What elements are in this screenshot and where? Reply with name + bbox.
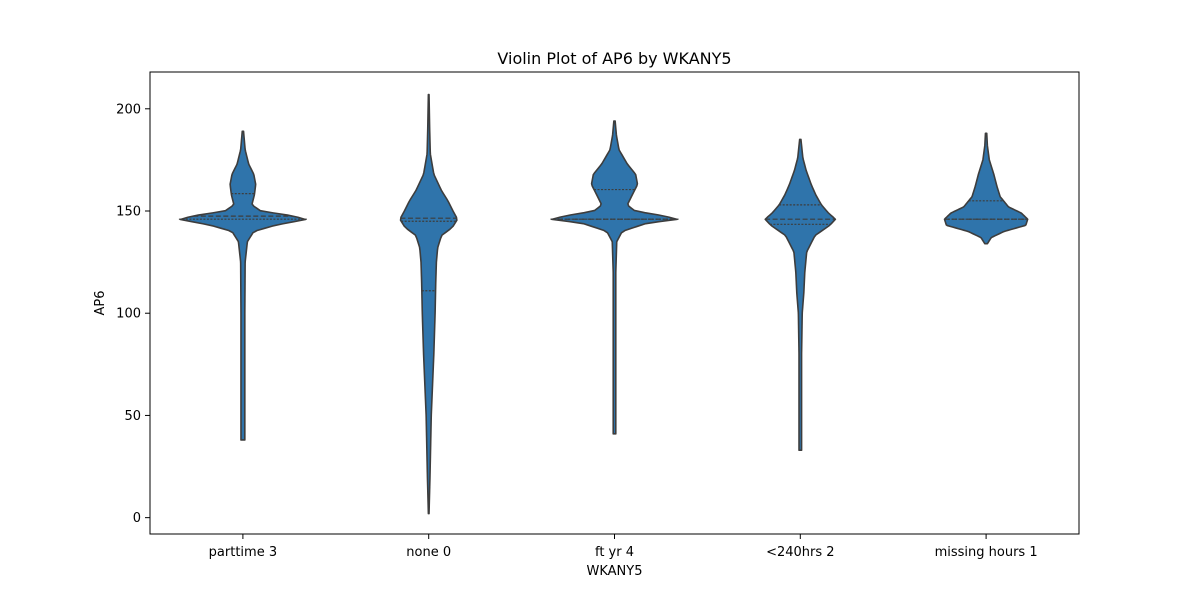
y-tick-label: 150 <box>116 205 141 220</box>
violin-body <box>551 120 678 435</box>
violin-body <box>179 130 307 441</box>
violin-body <box>943 132 1029 245</box>
violin-body <box>764 138 837 451</box>
x-tick-label: parttime 3 <box>209 545 277 560</box>
y-axis: 0 50 100 150 200 <box>116 102 150 526</box>
violin-body <box>399 93 458 515</box>
y-tick-label: 0 <box>133 511 141 526</box>
y-tick-label: 100 <box>116 307 141 322</box>
chart-title: Violin Plot of AP6 by WKANY5 <box>497 49 731 68</box>
x-tick-label: none 0 <box>406 545 451 560</box>
y-tick-label: 50 <box>124 409 141 424</box>
x-tick-label: <240hrs 2 <box>766 545 834 560</box>
x-tick-label: ft yr 4 <box>595 545 634 560</box>
x-tick-label: missing hours 1 <box>935 545 1038 560</box>
y-axis-label: AP6 <box>93 290 108 315</box>
x-axis-label: WKANY5 <box>587 564 643 579</box>
x-axis: parttime 3 none 0 ft yr 4 <240hrs 2 missing … <box>209 534 1038 560</box>
y-tick-label: 200 <box>116 102 141 117</box>
plot-area <box>178 93 1029 515</box>
